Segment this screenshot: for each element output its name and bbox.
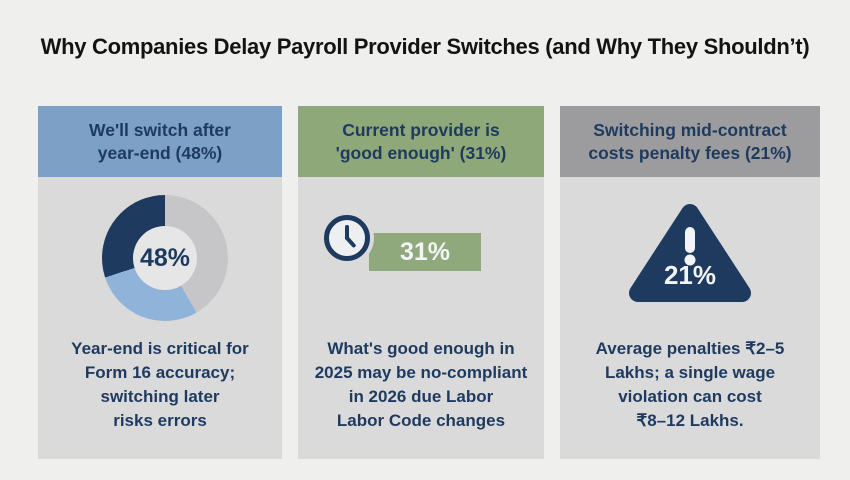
card-header-current-provider-good-enough: Current provider is 'good enough' (31%) [298, 106, 544, 177]
clock-hand-hour [345, 225, 349, 240]
cards-row: We'll switch after year-end (48%) 48% Ye… [38, 106, 820, 459]
card-body-switch-after-year-end: 48% Year-end is critical for Form 16 acc… [38, 177, 282, 459]
stat-bar: 31% [369, 233, 481, 271]
card-header-switch-after-year-end: We'll switch after year-end (48%) [38, 106, 282, 177]
card-body-mid-contract-penalty-fees: 21% Average penalties ₹2–5 Lakhs; a sing… [560, 177, 820, 459]
donut-hole: 48% [133, 226, 197, 290]
card-caption-current-provider-good-enough: What's good enough in 2025 may be no-com… [314, 339, 528, 431]
clock-hand-minute [344, 235, 357, 249]
card-mid-contract-penalty-fees: Switching mid-contract costs penalty fee… [560, 106, 820, 459]
stat-bar-label: 31% [399, 237, 451, 266]
clock-icon [324, 215, 370, 261]
warning-stat-label: 21% [664, 260, 716, 290]
donut-chart: 48% [102, 195, 228, 321]
card-current-provider-good-enough: Current provider is 'good enough' (31%) … [298, 106, 544, 459]
card-body-current-provider-good-enough: 31% What's good enough in 2025 may be no… [298, 177, 544, 459]
card-header-mid-contract-penalty-fees: Switching mid-contract costs penalty fee… [560, 106, 820, 177]
card-switch-after-year-end: We'll switch after year-end (48%) 48% Ye… [38, 106, 282, 459]
exclamation-icon [684, 227, 696, 266]
card-caption-switch-after-year-end: Year-end is critical for Form 16 accurac… [71, 339, 249, 431]
warning-triangle-icon: 21% [629, 204, 751, 302]
infographic-title: Why Companies Delay Payroll Provider Swi… [40, 34, 810, 59]
card-caption-mid-contract-penalty-fees: Average penalties ₹2–5 Lakhs; a single w… [595, 339, 785, 431]
donut-center-label: 48% [139, 243, 191, 272]
